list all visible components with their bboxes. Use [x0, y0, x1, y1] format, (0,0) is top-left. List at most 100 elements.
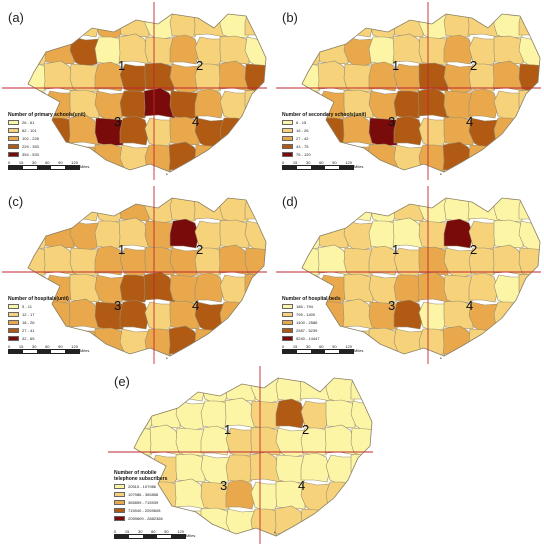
scale-unit-label: Miles	[354, 164, 364, 169]
county-3	[343, 14, 374, 38]
county-28	[194, 63, 225, 92]
legend-label: 76 - 120	[296, 151, 311, 157]
county-2	[318, 198, 349, 223]
legend-label: 2587 - 5239	[296, 327, 318, 333]
map-e	[108, 366, 373, 544]
panel-tag: (e)	[114, 374, 130, 389]
scale-segment	[23, 166, 37, 169]
legend-swatch	[8, 119, 19, 125]
county-12	[44, 219, 75, 249]
scale-tick-label: 15	[18, 160, 24, 165]
scale-tick-label: 60	[319, 160, 324, 165]
scale-tick-label: 60	[319, 344, 324, 349]
scale-segment	[339, 166, 353, 169]
legend-item: 5 - 11	[8, 302, 113, 310]
scale-bar: 0 15 30 60 90 120 Miles	[282, 160, 364, 170]
scale-unit-label: Miles	[186, 533, 196, 538]
legend-item: 2059609 - 2882366	[114, 514, 219, 522]
county-45	[119, 115, 150, 146]
county-30	[518, 63, 540, 93]
legend-label: 102 - 228	[22, 135, 39, 141]
legend-swatch	[282, 135, 293, 141]
legend-label: 1400 - 2586	[296, 319, 318, 325]
county-16	[250, 400, 281, 430]
scale-segment	[65, 166, 79, 169]
legend-label: 12 - 17	[22, 311, 35, 317]
county-10	[518, 14, 540, 38]
scale-segment	[339, 350, 353, 353]
county-34	[368, 90, 400, 122]
county-38	[468, 88, 499, 119]
county-30	[350, 427, 372, 457]
legend-label: 365859 - 715939	[128, 499, 159, 505]
county-9	[219, 198, 250, 223]
scale-tick-label: 0	[282, 344, 285, 349]
county-2	[44, 198, 75, 223]
quadrant-label-4: 4	[192, 114, 200, 129]
legend-swatch	[114, 507, 125, 513]
scale-tick-label: 15	[292, 344, 298, 349]
county-9	[493, 198, 524, 223]
county-13	[175, 400, 207, 432]
quadrant-label-3: 3	[220, 478, 228, 493]
scale-tick-label: 90	[58, 160, 63, 165]
scale-tick-label: 120	[345, 160, 352, 165]
scale-segment	[51, 350, 65, 353]
legend-item: 2587 - 5239	[282, 326, 387, 334]
county-40	[350, 453, 372, 483]
legend-item: 186 - 794	[282, 302, 387, 310]
legend: Number of hospitals(unit) 5 - 11 12 - 17 18…	[8, 296, 113, 342]
legend-item: 5240 - 14447	[282, 334, 387, 342]
scale-unit-label: Miles	[354, 348, 364, 353]
quadrant-label-1: 1	[118, 242, 126, 257]
legend-swatch	[282, 151, 293, 157]
panel-tag: (c)	[8, 194, 24, 209]
county-34	[94, 274, 126, 306]
county-11	[28, 220, 50, 251]
county-20	[350, 400, 372, 432]
county-40	[244, 89, 266, 119]
scale-tick-label: 30	[31, 344, 37, 349]
county-24	[94, 61, 125, 92]
county-59	[325, 506, 356, 536]
county-10	[518, 198, 540, 222]
legend-swatch	[8, 311, 19, 317]
county-26	[418, 62, 449, 92]
county-38	[194, 272, 225, 303]
scale-tick-label: 120	[177, 529, 184, 534]
county-12	[318, 35, 349, 65]
scale-tick-label: 90	[332, 344, 337, 349]
county-4	[368, 198, 399, 224]
county-40	[518, 273, 540, 303]
scale-segment	[9, 350, 23, 353]
scale-segment	[157, 535, 171, 538]
county-49	[219, 301, 250, 330]
county-30	[518, 247, 540, 277]
scale-tick-label: 15	[18, 344, 24, 349]
scale-segment	[283, 350, 297, 353]
county-34	[368, 274, 400, 306]
map-d	[276, 186, 541, 364]
county-50	[517, 298, 540, 330]
quadrant-label-4: 4	[298, 478, 306, 493]
legend-item: 365859 - 715939	[114, 498, 219, 506]
legend-swatch	[114, 515, 125, 521]
county-11	[28, 36, 50, 67]
county-20	[244, 220, 266, 252]
county-59	[219, 326, 250, 356]
county-46	[418, 117, 449, 148]
county-14	[200, 400, 231, 429]
scale-tick-label: 120	[71, 160, 78, 165]
map-panel-a: (a) 1 2 3 4 Number of primary schools(unit) 26…	[2, 2, 267, 180]
county-49	[493, 301, 524, 330]
county-28	[468, 63, 499, 92]
map-panel-b: (b) 1 2 3 4 Number of secondary schools(unit)…	[276, 2, 541, 180]
scale-segment	[325, 350, 339, 353]
scale-unit-label: Miles	[80, 348, 90, 353]
county-27	[443, 247, 475, 279]
legend-item: 715940 - 2059608	[114, 506, 219, 514]
legend-item: 62 - 101	[8, 126, 113, 134]
scale-segment	[129, 535, 143, 538]
legend-label: 186 - 794	[296, 303, 313, 309]
legend-swatch	[114, 491, 125, 497]
